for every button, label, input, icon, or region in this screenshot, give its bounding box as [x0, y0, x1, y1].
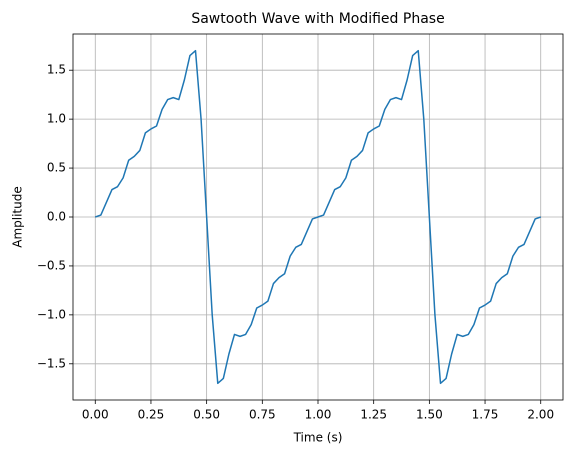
- x-tick-label: 1.00: [305, 408, 332, 422]
- x-tick-label: 0.00: [82, 408, 109, 422]
- x-tick-label: 2.00: [527, 408, 554, 422]
- x-tick-label: 0.75: [249, 408, 276, 422]
- y-tick-label: 0.5: [47, 161, 66, 175]
- y-tick-label: 1.0: [47, 112, 66, 126]
- y-tick-label: −0.5: [37, 258, 66, 272]
- x-tick-label: 0.50: [193, 408, 220, 422]
- x-tick-label: 1.50: [416, 408, 443, 422]
- y-tick-label: −1.5: [37, 356, 66, 370]
- chart-title: Sawtooth Wave with Modified Phase: [191, 11, 444, 27]
- line-series: [95, 49, 541, 385]
- y-tick-label: 1.5: [47, 63, 66, 77]
- y-tick-label: −1.0: [37, 307, 66, 321]
- x-tick-label: 1.25: [360, 408, 387, 422]
- plot-frame: [72, 33, 564, 401]
- x-tick-label: 1.75: [472, 408, 499, 422]
- y-tick-label: 0.0: [47, 210, 66, 224]
- x-tick-label: 0.25: [138, 408, 165, 422]
- x-axis-label: Time (s): [293, 431, 343, 445]
- y-axis-label: Amplitude: [11, 186, 25, 248]
